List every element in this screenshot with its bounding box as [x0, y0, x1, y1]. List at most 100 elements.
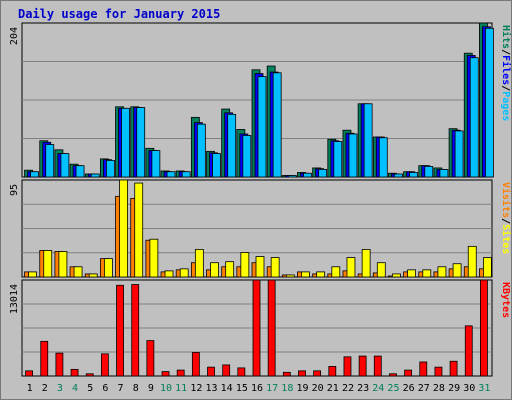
bar-kbytes-1 — [25, 370, 33, 377]
panel-hits_files_pages: 204 Hits/Files/Pages — [9, 22, 512, 178]
bar-pages-10 — [166, 171, 176, 178]
x-tick-label-13: 13 — [205, 383, 217, 394]
bar-sites-12 — [194, 249, 204, 278]
bar-pages-31 — [485, 27, 494, 178]
x-tick-label-3: 3 — [57, 383, 63, 394]
bar-sites-27 — [422, 269, 432, 278]
bar-kbytes-16 — [252, 279, 261, 377]
bar-sites-19 — [301, 271, 310, 278]
bar-kbytes-15 — [237, 367, 246, 377]
x-tick-label-10: 10 — [160, 383, 172, 394]
x-tick-label-7: 7 — [118, 383, 124, 394]
legend-entry: / — [500, 85, 511, 91]
bar-pages-13 — [212, 153, 221, 178]
bar-sites-16 — [255, 256, 265, 278]
legend-kbytes: KBytes — [500, 282, 511, 318]
legend-visits_sites: Visits/Sites — [500, 182, 512, 254]
bar-kbytes-27 — [419, 361, 428, 377]
bar-sites-10 — [164, 270, 174, 278]
bar-kbytes-11 — [176, 369, 185, 377]
x-tick-label-12: 12 — [190, 383, 202, 394]
x-tick-label-21: 21 — [327, 383, 339, 394]
legend-entry: Visits — [500, 182, 512, 218]
x-tick-label-22: 22 — [342, 383, 354, 394]
x-tick-label-2: 2 — [42, 383, 48, 394]
x-tick-label-26: 26 — [403, 383, 415, 394]
x-tick-label-15: 15 — [236, 383, 248, 394]
bar-kbytes-20 — [313, 370, 322, 377]
bar-kbytes-2 — [40, 340, 49, 377]
x-tick-label-18: 18 — [281, 383, 293, 394]
bar-kbytes-12 — [191, 351, 200, 377]
bar-sites-30 — [467, 245, 477, 278]
bar-sites-6 — [103, 258, 113, 278]
bar-kbytes-30 — [464, 325, 473, 377]
bar-sites-11 — [179, 268, 189, 278]
bar-sites-17 — [270, 257, 280, 278]
x-tick-label-28: 28 — [433, 383, 445, 394]
bar-kbytes-17 — [267, 279, 276, 377]
x-tick-label-25: 25 — [387, 383, 399, 394]
bar-pages-24 — [378, 137, 388, 178]
bar-sites-31 — [483, 257, 492, 278]
bar-pages-7 — [121, 107, 130, 178]
x-tick-label-19: 19 — [296, 383, 308, 394]
y-max-label: 13014 — [9, 284, 20, 314]
bar-kbytes-18 — [282, 371, 291, 377]
bar-sites-22 — [346, 257, 356, 278]
bar-kbytes-9 — [146, 340, 155, 377]
bar-pages-8 — [136, 107, 146, 178]
bar-kbytes-3 — [55, 352, 64, 377]
bar-kbytes-19 — [298, 370, 306, 377]
bar-sites-2 — [43, 250, 53, 278]
bar-pages-6 — [105, 159, 115, 178]
bar-pages-5 — [90, 173, 100, 178]
bar-pages-25 — [394, 173, 403, 178]
bar-sites-14 — [225, 261, 235, 278]
bar-sites-1 — [28, 271, 37, 278]
x-tick-label-27: 27 — [418, 383, 430, 394]
bar-kbytes-10 — [161, 371, 170, 377]
x-tick-label-17: 17 — [266, 383, 278, 394]
panel-kbytes: 13014 KBytes — [9, 279, 511, 377]
x-tick-label-29: 29 — [448, 383, 460, 394]
bar-sites-20 — [316, 271, 326, 278]
bar-sites-26 — [407, 269, 417, 278]
bar-sites-18 — [285, 274, 295, 278]
legend-entry: Sites — [500, 224, 512, 254]
bar-kbytes-26 — [404, 369, 413, 377]
bar-sites-23 — [361, 249, 371, 278]
bar-pages-20 — [318, 169, 328, 178]
bar-kbytes-21 — [328, 366, 337, 377]
bar-kbytes-14 — [222, 364, 231, 377]
bar-kbytes-13 — [207, 366, 215, 377]
x-tick-label-14: 14 — [221, 383, 233, 394]
bar-pages-18 — [287, 175, 297, 178]
y-max-label: 204 — [9, 27, 20, 45]
x-tick-label-4: 4 — [72, 383, 78, 394]
x-tick-label-8: 8 — [133, 383, 139, 394]
legend-hits_files_pages: Hits/Files/Pages — [500, 25, 512, 121]
bar-pages-19 — [303, 172, 312, 178]
bar-kbytes-28 — [434, 366, 443, 377]
bar-kbytes-6 — [100, 353, 109, 377]
legend-entry: Files — [500, 55, 512, 85]
bar-kbytes-22 — [343, 356, 352, 377]
bar-sites-21 — [331, 266, 341, 278]
bar-pages-17 — [272, 72, 282, 178]
bar-sites-28 — [437, 266, 447, 278]
bar-sites-15 — [240, 252, 250, 278]
bar-pages-23 — [363, 103, 373, 178]
bar-pages-28 — [439, 169, 449, 178]
bar-sites-3 — [58, 251, 68, 278]
bar-sites-13 — [210, 262, 219, 278]
y-max-label: 95 — [9, 184, 20, 196]
legend-entry: Pages — [500, 91, 511, 121]
bar-pages-26 — [409, 172, 419, 178]
bar-kbytes-23 — [358, 355, 367, 377]
bar-pages-21 — [333, 141, 343, 178]
bar-pages-12 — [196, 123, 206, 178]
bar-kbytes-24 — [373, 355, 382, 377]
x-tick-label-6: 6 — [102, 383, 108, 394]
